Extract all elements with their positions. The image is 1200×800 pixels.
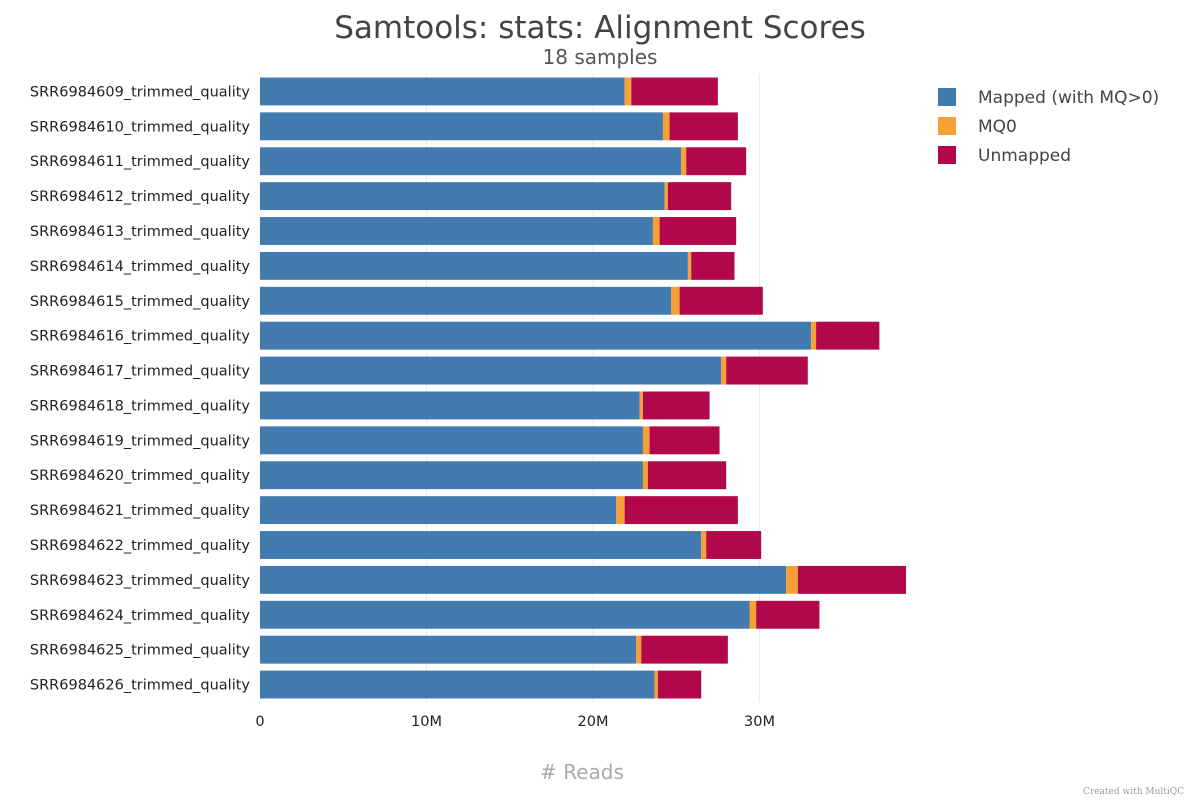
x-tick-label: 30M [744,714,775,730]
bar-segment[interactable] [679,286,763,315]
bar-segment[interactable] [642,426,650,455]
bars [260,77,907,699]
bar-segment[interactable] [687,251,692,280]
bar-segment[interactable] [260,426,643,455]
bar-segment[interactable] [652,217,660,245]
category-label: SRR6984626_trimmed_quality [30,678,251,694]
bar-segment[interactable] [639,391,643,420]
bar-segment[interactable] [260,356,722,385]
bar-segment[interactable] [260,112,663,141]
bar-segment[interactable] [624,77,632,106]
bar-segment[interactable] [642,461,648,490]
bar-segment[interactable] [636,635,642,664]
x-tick-label: 20M [578,714,609,730]
x-tick-labels: 0 10M 20M 30M [255,714,775,730]
bar-segment[interactable] [649,426,720,455]
bar-segment[interactable] [664,182,668,211]
bar-segment[interactable] [260,531,702,559]
bar-segment[interactable] [681,147,687,176]
category-label: SRR6984619_trimmed_quality [30,433,251,449]
bar-segment[interactable] [260,182,665,211]
x-tick-label: 10M [411,714,442,730]
category-label: SRR6984609_trimmed_quality [30,84,251,100]
bar-segment[interactable] [260,670,655,699]
bar-segment[interactable] [691,251,735,280]
bar-segment[interactable] [686,147,747,176]
bar-segment[interactable] [641,635,728,664]
category-label: SRR6984620_trimmed_quality [30,468,251,484]
bar-segment[interactable] [797,565,907,594]
bar-segment[interactable] [260,496,617,525]
credit-text: Created with MultiQC [1083,787,1184,797]
bar-segment[interactable] [669,112,738,141]
category-label: SRR6984610_trimmed_quality [30,119,251,135]
bar-segment[interactable] [667,182,732,211]
category-label: SRR6984615_trimmed_quality [30,294,251,310]
bar-segment[interactable] [260,77,625,106]
bar-segment[interactable] [811,321,817,350]
category-label: SRR6984621_trimmed_quality [30,503,251,519]
legend-label[interactable]: Unmapped [978,146,1071,166]
bar-segment[interactable] [616,496,625,525]
bar-segment[interactable] [260,565,787,594]
bar-segment[interactable] [260,461,643,490]
bar-segment[interactable] [671,286,680,315]
category-label: SRR6984622_trimmed_quality [30,538,251,554]
bar-segment[interactable] [260,217,653,245]
category-label: SRR6984624_trimmed_quality [30,608,251,624]
bar-segment[interactable] [624,496,738,525]
chart-subtitle: 18 samples [543,45,658,69]
x-tick-label: 0 [255,714,264,730]
bar-segment[interactable] [260,600,750,629]
bar-segment[interactable] [786,565,798,594]
bar-segment[interactable] [659,217,737,245]
x-axis-title: # Reads [540,760,624,784]
category-label: SRR6984612_trimmed_quality [30,189,251,205]
category-label: SRR6984616_trimmed_quality [30,329,251,345]
category-label: SRR6984611_trimmed_quality [30,154,251,170]
gridlines [426,74,760,702]
legend-swatch[interactable] [938,146,956,164]
bar-segment[interactable] [816,321,880,350]
bar-segment[interactable] [631,77,718,106]
category-label: SRR6984625_trimmed_quality [30,643,251,659]
bar-segment[interactable] [749,600,757,629]
bar-segment[interactable] [726,356,808,385]
bar-segment[interactable] [260,251,688,280]
bar-segment[interactable] [701,531,707,559]
bar-segment[interactable] [654,670,658,699]
category-label: SRR6984617_trimmed_quality [30,364,251,380]
chart-title: Samtools: stats: Alignment Scores [334,10,866,46]
legend-label[interactable]: Mapped (with MQ>0) [978,88,1159,108]
bar-segment[interactable] [657,670,702,699]
bar-segment[interactable] [662,112,670,141]
bar-segment[interactable] [260,286,672,315]
legend-label[interactable]: MQ0 [978,117,1017,137]
legend-swatch[interactable] [938,88,956,106]
bar-segment[interactable] [260,321,812,350]
category-label: SRR6984614_trimmed_quality [30,259,251,275]
category-labels: SRR6984609_trimmed_quality SRR6984610_tri… [30,84,251,693]
bar-segment[interactable] [260,635,637,664]
bar-segment[interactable] [706,531,762,559]
category-label: SRR6984623_trimmed_quality [30,573,251,589]
bar-segment[interactable] [642,391,710,420]
category-label: SRR6984618_trimmed_quality [30,398,251,414]
bar-segment[interactable] [260,147,682,176]
legend-swatch[interactable] [938,117,956,135]
legend[interactable]: Mapped (with MQ>0) MQ0 Unmapped [938,88,1159,166]
bar-segment[interactable] [647,461,727,490]
bar-segment[interactable] [260,391,640,420]
bar-segment[interactable] [756,600,820,629]
category-label: SRR6984613_trimmed_quality [30,224,251,240]
bar-segment[interactable] [721,356,727,385]
